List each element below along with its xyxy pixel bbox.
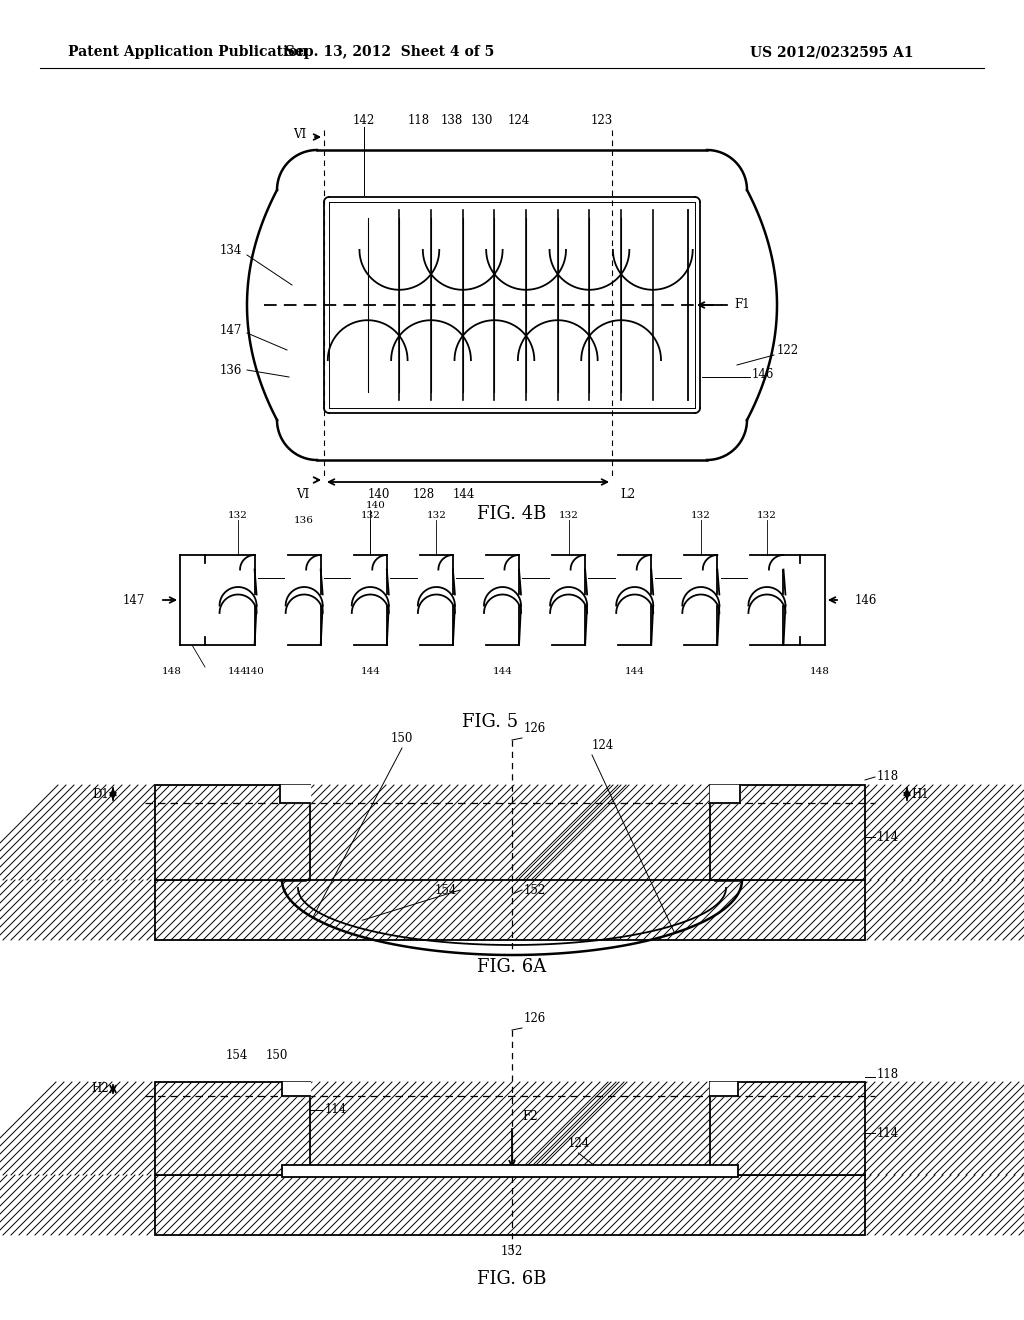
Text: 132: 132 — [360, 511, 380, 520]
Text: H1: H1 — [911, 788, 929, 800]
Text: F2: F2 — [522, 1110, 538, 1123]
Bar — [710, 1082, 738, 1096]
Text: 144: 144 — [360, 667, 380, 676]
Bar — [155, 785, 310, 880]
Text: L2: L2 — [620, 488, 635, 502]
Text: 126: 126 — [524, 1012, 546, 1026]
Bar — [155, 1175, 865, 1236]
Text: 148: 148 — [810, 667, 829, 676]
Text: 114: 114 — [877, 830, 899, 843]
Text: 152: 152 — [501, 1245, 523, 1258]
Text: 150: 150 — [266, 1049, 288, 1063]
Text: FIG. 6A: FIG. 6A — [477, 958, 547, 975]
Text: 154: 154 — [226, 1049, 248, 1063]
Text: 146: 146 — [855, 594, 878, 606]
Text: 118: 118 — [877, 771, 899, 784]
Text: 146: 146 — [752, 368, 774, 381]
Text: 122: 122 — [777, 343, 799, 356]
Bar — [710, 1082, 865, 1175]
Text: 132: 132 — [757, 511, 777, 520]
Text: FIG. 5: FIG. 5 — [462, 713, 518, 731]
Bar — [282, 1166, 738, 1177]
Text: 118: 118 — [877, 1068, 899, 1081]
Bar — [282, 1082, 310, 1096]
Bar — [155, 1082, 310, 1175]
Text: 128: 128 — [413, 488, 435, 502]
Bar — [710, 785, 865, 880]
Text: 130: 130 — [471, 114, 494, 127]
Text: 147: 147 — [219, 323, 242, 337]
Text: Sep. 13, 2012  Sheet 4 of 5: Sep. 13, 2012 Sheet 4 of 5 — [286, 45, 495, 59]
Text: 144: 144 — [453, 488, 475, 502]
Text: 144: 144 — [493, 667, 512, 676]
Text: 148: 148 — [162, 667, 182, 676]
Text: 150: 150 — [391, 733, 414, 744]
Text: 138: 138 — [441, 114, 463, 127]
Text: F1: F1 — [734, 298, 750, 312]
Text: 136: 136 — [219, 363, 242, 376]
Text: 142: 142 — [353, 114, 375, 127]
Text: 140: 140 — [368, 488, 390, 502]
Text: D1: D1 — [92, 788, 109, 800]
Text: FIG. 6B: FIG. 6B — [477, 1270, 547, 1288]
Text: 140: 140 — [366, 502, 385, 510]
Text: 114: 114 — [325, 1104, 347, 1117]
Text: 144: 144 — [625, 667, 645, 676]
Text: 140: 140 — [245, 667, 264, 676]
Text: 136: 136 — [294, 516, 314, 525]
Text: 132: 132 — [228, 511, 248, 520]
Text: 132: 132 — [559, 511, 579, 520]
Text: 118: 118 — [408, 114, 430, 127]
Text: H2: H2 — [91, 1082, 109, 1096]
Text: 114: 114 — [877, 1127, 899, 1139]
Text: 152: 152 — [524, 883, 546, 896]
Text: 124: 124 — [592, 739, 614, 752]
Text: 123: 123 — [591, 114, 613, 127]
Text: 132: 132 — [426, 511, 446, 520]
Text: US 2012/0232595 A1: US 2012/0232595 A1 — [750, 45, 913, 59]
Text: FIG. 4B: FIG. 4B — [477, 506, 547, 523]
Text: 154: 154 — [434, 883, 457, 896]
Bar — [710, 785, 740, 803]
Text: Patent Application Publication: Patent Application Publication — [68, 45, 307, 59]
Text: 124: 124 — [567, 1137, 590, 1150]
Text: 132: 132 — [691, 511, 711, 520]
Text: 124: 124 — [508, 114, 530, 127]
Text: VI: VI — [296, 488, 309, 502]
Text: VI: VI — [293, 128, 306, 141]
Text: 144: 144 — [228, 667, 248, 676]
Bar — [280, 785, 310, 803]
Bar — [155, 880, 865, 940]
Text: 126: 126 — [524, 722, 546, 735]
Text: 147: 147 — [123, 594, 145, 606]
Text: 134: 134 — [219, 243, 242, 256]
